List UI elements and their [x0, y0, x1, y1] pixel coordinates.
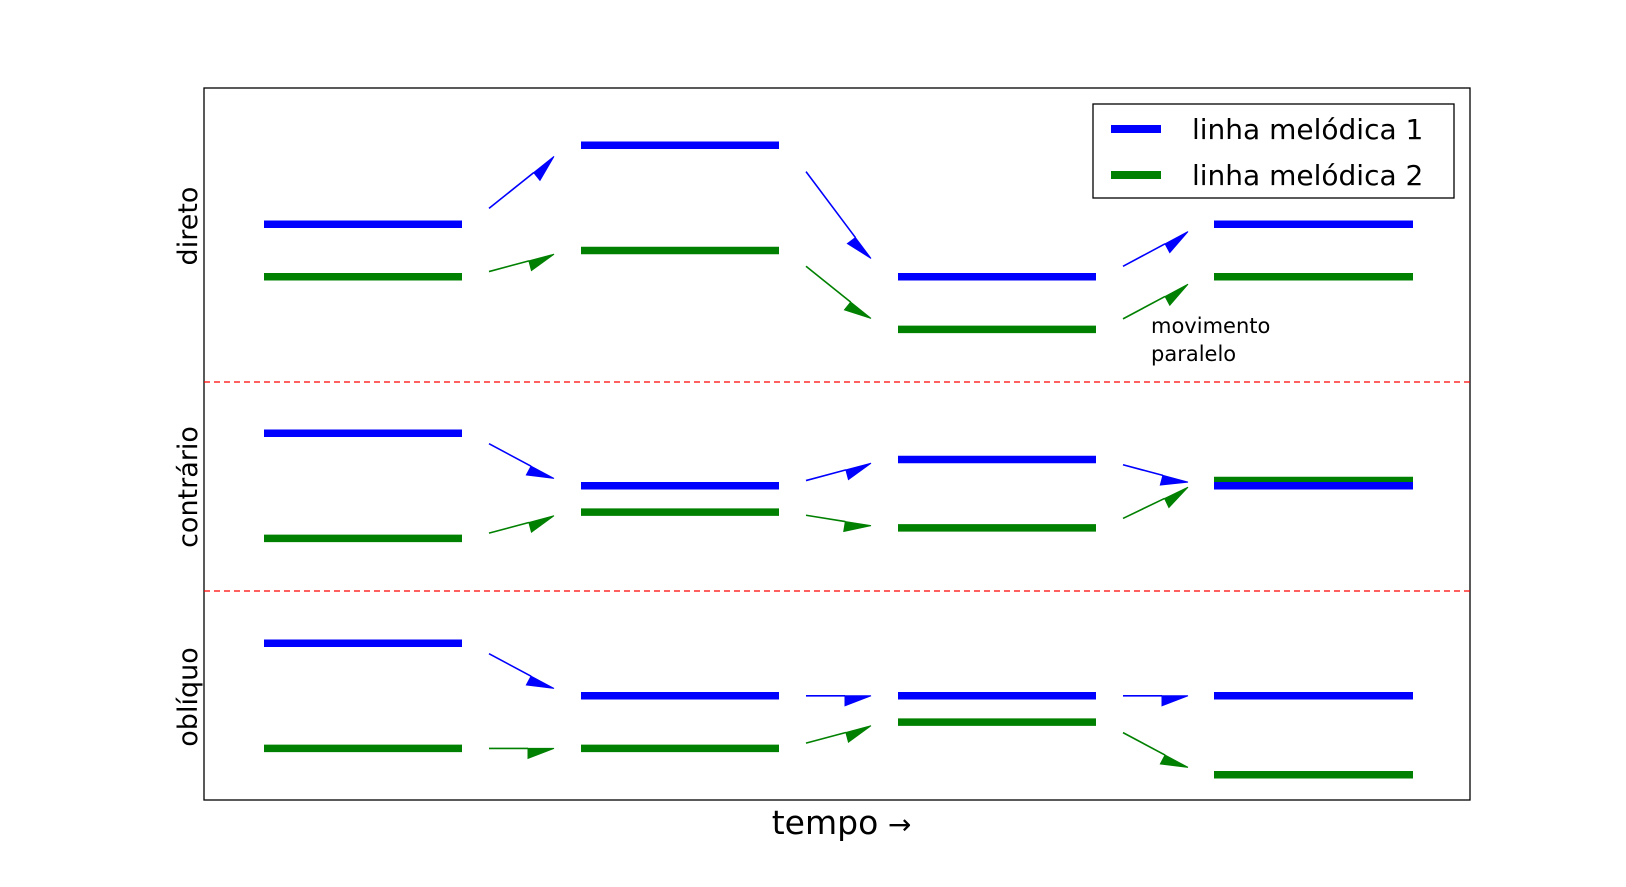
arrow-line1-p0-s1-shaft: [805, 171, 857, 239]
arrow-line1-p0-s1-head: [846, 236, 872, 259]
arrow-line1-p1-s2: [1122, 463, 1189, 486]
arrow-line2-p1-s1-shaft: [805, 514, 846, 523]
arrow-line2-p1-s2-shaft: [1122, 497, 1165, 520]
arrow-line2-p2-s2-head: [1159, 754, 1189, 768]
arrow-line1-p1-s2-shaft: [1122, 463, 1164, 477]
arrow-line2-p0-s2-shaft: [1122, 295, 1166, 320]
arrow-line2-p1-s0-shaft: [488, 521, 530, 534]
arrow-line2-p1-s1-head: [843, 520, 872, 533]
arrow-line1-p0-s0-head: [533, 155, 555, 182]
legend-label-2: linha melódica 2: [1192, 159, 1423, 192]
arrow-line2-p0-s1-shaft: [805, 265, 852, 303]
arrow-line1-p2-s0-shaft: [488, 653, 532, 677]
arrow-line2-p2-s1: [805, 725, 872, 744]
arrow-line1-p1-s1-shaft: [805, 469, 847, 482]
arrow-line1-p2-s2: [1123, 694, 1189, 707]
arrow-line2-p0-s0-head: [528, 253, 555, 272]
arrow-line2-p1-s2-head: [1163, 486, 1189, 509]
arrow-line1-p0-s2-head: [1164, 231, 1189, 254]
arrow-line2-p0-s0-shaft: [488, 260, 530, 273]
x-axis-label: tempo: [772, 803, 879, 842]
arrow-line2-p0-s2-head: [1164, 283, 1189, 307]
arrow-line1-p1-s0: [488, 443, 555, 479]
legend: linha melódica 1 linha melódica 2: [1092, 103, 1455, 199]
arrow-line1-p1-s1-head: [845, 462, 872, 481]
arrow-line2-p2-s0: [489, 747, 555, 760]
arrow-line1-p2-s2-head: [1161, 695, 1189, 707]
arrow-line2-p0-s2: [1122, 283, 1189, 320]
x-axis-arrow: →: [888, 808, 911, 841]
arrow-line1-p0-s1: [805, 171, 872, 259]
arrow-line2-p1-s2: [1122, 486, 1189, 520]
panel-label-contrario: contrário: [173, 426, 204, 548]
arrow-line1-p0-s0: [488, 155, 555, 210]
legend-label-1: linha melódica 1: [1192, 113, 1423, 146]
arrow-line2-p0-s1-head: [843, 301, 872, 319]
arrow-line1-p0-s2: [1122, 231, 1189, 267]
arrow-line2-p2-s1-shaft: [805, 731, 847, 744]
annotation-line-2: paralelo: [1151, 342, 1236, 366]
arrow-line2-p1-s0: [488, 515, 555, 534]
panel-label-direto: direto: [173, 187, 204, 266]
arrow-line1-p0-s0-shaft: [488, 171, 535, 210]
arrow-line2-p0-s0: [488, 253, 555, 273]
arrow-line2-p0-s1: [805, 265, 872, 319]
arrow-line2-p2-s1-head: [845, 725, 872, 743]
arrow-line2-p2-s2: [1122, 731, 1189, 768]
plot-frame: [203, 87, 1471, 801]
arrow-line1-p2-s1: [806, 694, 872, 707]
arrow-line2-p2-s2-shaft: [1122, 731, 1166, 756]
arrow-line1-p1-s0-shaft: [488, 443, 532, 467]
arrow-line1-p1-s1: [805, 462, 872, 482]
arrow-line2-p2-s0-head: [527, 747, 555, 760]
arrow-line2-p1-s1: [805, 514, 872, 533]
annotation-line-1: movimento: [1151, 314, 1270, 338]
panel-label-obliquo: oblíquo: [173, 647, 204, 746]
arrow-line1-p1-s0-head: [525, 465, 555, 479]
arrow-line1-p2-s0-head: [525, 675, 555, 689]
arrow-line1-p2-s1-head: [844, 695, 872, 707]
legend-box: [1092, 103, 1455, 199]
arrow-line1-p0-s2-shaft: [1122, 243, 1166, 267]
arrow-line1-p1-s2-head: [1159, 474, 1189, 486]
arrow-line2-p1-s0-head: [528, 515, 555, 533]
arrow-line1-p2-s0: [488, 653, 555, 689]
